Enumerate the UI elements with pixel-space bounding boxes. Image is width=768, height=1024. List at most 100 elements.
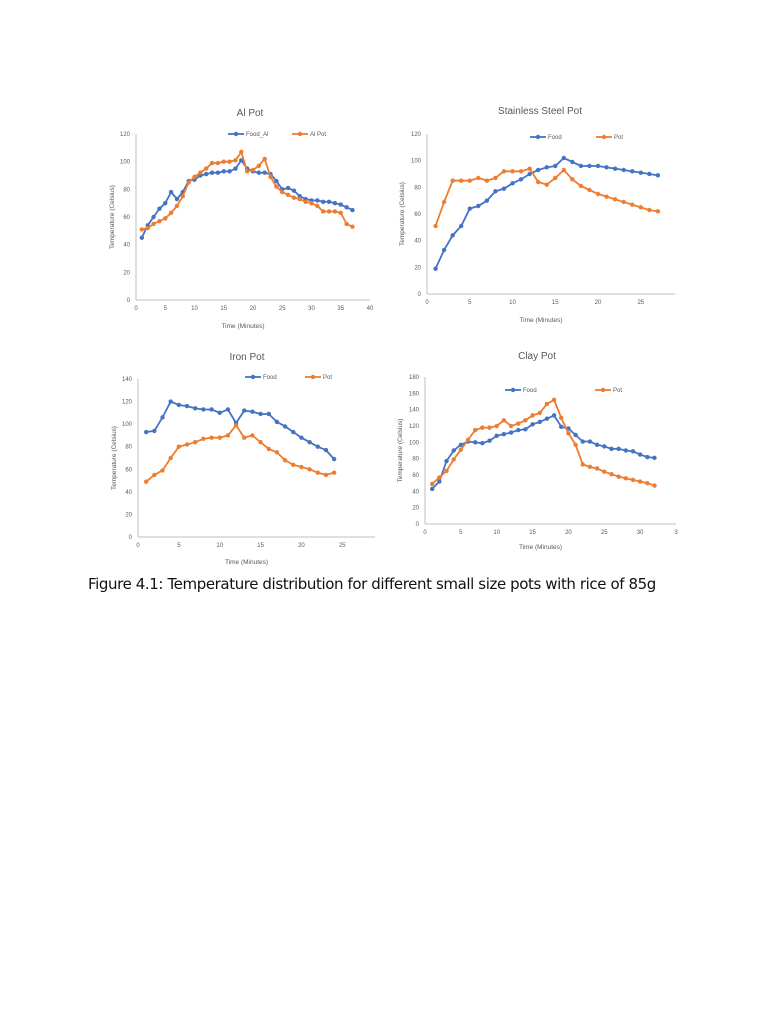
x-tick-label: 20 (298, 543, 305, 549)
data-point (201, 407, 206, 412)
data-point (523, 427, 528, 432)
legend-label: Food (523, 388, 537, 394)
figure-caption: Figure 4.1: Temperature distribution for… (88, 575, 656, 593)
legend-marker (297, 131, 303, 137)
y-tick-label: 80 (125, 445, 132, 451)
y-tick-label: 60 (412, 473, 419, 479)
data-point (291, 195, 297, 200)
data-point (299, 464, 304, 470)
data-point (315, 203, 320, 209)
data-point (647, 207, 652, 213)
data-point (282, 458, 288, 463)
data-point (594, 442, 600, 447)
x-tick-label: 20 (250, 306, 257, 312)
data-point (227, 159, 232, 164)
data-point (578, 183, 584, 189)
data-point (637, 452, 643, 457)
legend-marker (250, 374, 256, 380)
y-tick-label: 120 (120, 132, 131, 138)
y-tick-label: 40 (412, 489, 419, 495)
data-point (516, 421, 521, 426)
data-point (553, 163, 558, 169)
x-tick-label: 15 (529, 530, 536, 536)
data-point (484, 198, 490, 203)
y-tick-label: 120 (122, 400, 133, 406)
data-point (602, 469, 607, 474)
data-point (530, 413, 535, 418)
data-point (510, 169, 515, 174)
x-tick-label: 40 (367, 306, 374, 312)
data-point (594, 466, 600, 471)
data-point (168, 210, 174, 216)
y-tick-label: 0 (418, 292, 422, 298)
data-point (307, 467, 312, 472)
data-point (174, 203, 180, 209)
data-point (256, 170, 262, 175)
legend-marker (510, 387, 516, 393)
data-point (168, 399, 173, 404)
chart-title: Clay Pot (518, 351, 556, 362)
data-point (266, 411, 271, 417)
legend-label: Pot (613, 388, 622, 394)
x-tick-label: 10 (216, 543, 223, 549)
y-tick-label: 0 (127, 298, 131, 304)
data-point (473, 440, 478, 445)
y-axis-label: Temperature (Celsius) (397, 419, 404, 483)
data-point (274, 450, 280, 455)
data-point (587, 439, 593, 444)
data-point (192, 174, 197, 180)
y-tick-label: 20 (125, 512, 132, 518)
y-axis-label: Temperature (Celsius) (111, 426, 118, 490)
chart-title: Al Pot (237, 108, 264, 119)
x-tick-label: 5 (468, 300, 472, 306)
x-tick-label: 15 (552, 300, 559, 306)
legend-label: Food (263, 375, 277, 381)
data-point (630, 477, 636, 483)
data-point (215, 170, 221, 175)
data-point (274, 178, 279, 184)
data-point (151, 214, 156, 220)
data-point (186, 180, 191, 185)
data-point (338, 210, 343, 216)
legend-label: Pot (323, 375, 332, 381)
data-point (239, 149, 244, 155)
data-point (459, 178, 464, 183)
data-point (250, 409, 255, 414)
data-point (217, 410, 222, 416)
data-point (225, 433, 231, 438)
y-axis-label: Temperature (Celsius) (109, 185, 116, 249)
x-tick-label: 5 (164, 306, 168, 312)
data-point (315, 444, 320, 449)
data-point (595, 163, 601, 169)
data-point (163, 216, 168, 221)
chart-0: Al Pot 0 5 10 15 20 25 30 35 40 0 20 40 60 80 100 120 Tim… (109, 108, 374, 330)
data-point (344, 221, 349, 227)
x-axis-label: Time (Minutes) (221, 323, 264, 330)
data-point (527, 171, 532, 177)
legend-label: Food (548, 135, 562, 141)
x-tick-label: 0 (136, 543, 140, 549)
data-point (621, 167, 626, 173)
data-point (501, 418, 507, 423)
data-point (553, 175, 558, 181)
data-point (433, 223, 438, 229)
legend-marker (600, 387, 606, 393)
data-point (580, 439, 585, 444)
data-point (473, 427, 478, 433)
y-axis-label: Temperature (Celsius) (399, 182, 406, 246)
data-point (291, 462, 296, 467)
data-point (566, 431, 571, 436)
y-tick-label: 0 (416, 522, 420, 528)
data-point (321, 199, 326, 204)
data-point (476, 175, 481, 181)
y-tick-label: 180 (409, 375, 420, 381)
data-point (467, 178, 472, 183)
data-point (225, 407, 231, 412)
data-point (476, 203, 481, 209)
data-point (344, 205, 349, 210)
data-point (587, 464, 593, 470)
x-tick-label: 25 (339, 543, 346, 549)
x-tick-label: 25 (637, 300, 644, 306)
data-point (645, 454, 650, 460)
x-tick-label: 15 (257, 543, 264, 549)
